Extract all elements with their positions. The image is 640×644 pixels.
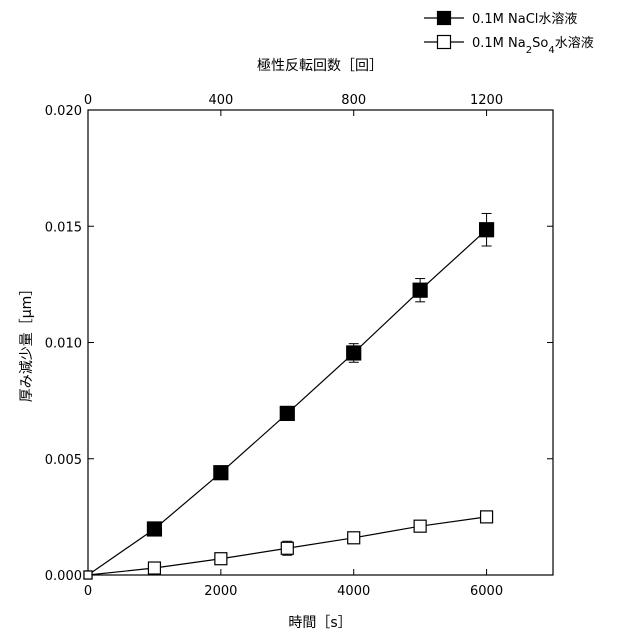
x-axis-label: 時間［s］ [288, 615, 351, 631]
series-0-point [347, 346, 361, 360]
plot-frame [88, 110, 553, 575]
y-axis-label: 厚み減少量［μm］ [18, 282, 35, 403]
series-0-point [480, 223, 494, 237]
legend-marker [438, 36, 451, 49]
x-tick-label: 4000 [337, 584, 370, 599]
x-tick-label: 0 [84, 584, 92, 599]
y-tick-label: 0.005 [45, 453, 82, 468]
legend-label: 0.1M NaCl水溶液 [472, 12, 577, 27]
series-1-point [84, 571, 92, 579]
y-tick-label: 0.010 [45, 337, 82, 352]
series-1-point [348, 532, 360, 544]
x-tick-label: 2000 [204, 584, 237, 599]
y-tick-label: 0.000 [45, 569, 82, 584]
x2-tick-label: 400 [208, 93, 233, 108]
legend-marker [438, 12, 451, 25]
series-1-point [481, 511, 493, 523]
series-0-point [280, 406, 294, 420]
series-1-point [281, 542, 293, 554]
x-tick-label: 6000 [470, 584, 503, 599]
x2-axis-label: 極性反転回数［回］ [257, 58, 383, 74]
series-1-point [148, 562, 160, 574]
x2-tick-label: 1200 [470, 93, 503, 108]
series-0-point [413, 283, 427, 297]
series-0-point [147, 522, 161, 536]
series-1-point [414, 520, 426, 532]
y-tick-label: 0.015 [45, 220, 82, 235]
x2-tick-label: 800 [341, 93, 366, 108]
x2-tick-label: 0 [84, 93, 92, 108]
y-tick-label: 0.020 [45, 104, 82, 119]
series-1-point [215, 553, 227, 565]
series-0-point [214, 466, 228, 480]
legend-label: 0.1M Na2So4水溶液 [472, 36, 594, 56]
